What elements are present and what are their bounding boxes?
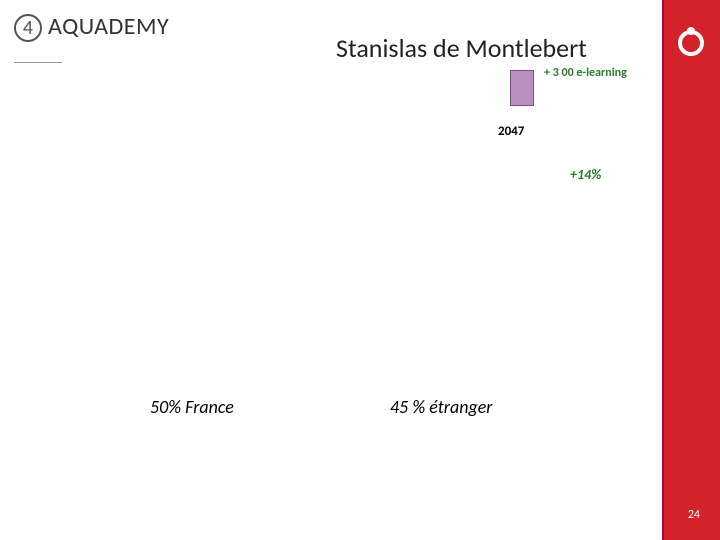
presenter-name: Stanislas de Montlebert [336,32,587,64]
right-red-bar [662,0,720,540]
france-percent: 50% France [150,396,234,418]
title-underline [14,62,62,63]
slide: 4 AQUADEMY Stanislas de Montlebert + 3 0… [0,0,720,540]
year-label: 2047 [498,124,524,139]
logo-icon [678,30,704,56]
elearning-note: + 3 00 e-learning [544,66,627,80]
page-title: AQUADEMY [48,12,169,41]
etranger-percent: 45 % étranger [390,396,492,418]
growth-percent: +14% [570,166,601,183]
section-number-circle: 4 [14,14,42,42]
page-number: 24 [688,508,700,522]
chart-bar [510,70,534,106]
